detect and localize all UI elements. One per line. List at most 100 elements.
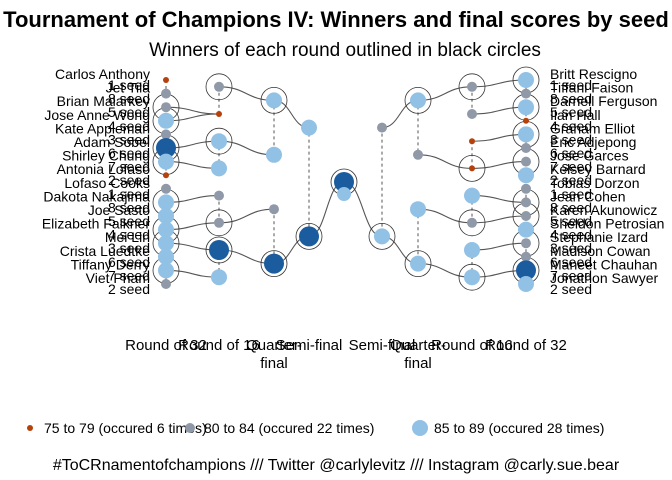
right-r16-winner-ring [458, 154, 486, 182]
chart-title: Tournament of Champions IV: Winners and … [3, 7, 669, 32]
right-r16-winner-ring [458, 263, 486, 291]
right-r32-point [518, 72, 534, 88]
left-contestant-name: Kate Appleman [55, 120, 150, 136]
left-r16-point [211, 269, 227, 286]
right-qf-winner-ring [404, 250, 432, 278]
left-r32-point [158, 235, 174, 252]
left-r32-point [161, 279, 171, 289]
left-contestant-name: Jet Tila [106, 80, 151, 96]
left-r16-point [211, 160, 227, 177]
right-qf-point [413, 149, 423, 160]
right-r16-point [467, 217, 477, 228]
left-r32-point [158, 208, 174, 224]
left-contestant-name: Dakota Nakajima [43, 188, 150, 204]
right-r32-point [521, 238, 531, 249]
left-qf-winner-ring [260, 87, 288, 114]
left-contestant-seed: 3 seed [108, 240, 150, 256]
right-r32-link [471, 215, 527, 224]
left-r32-link [165, 222, 220, 231]
right-r32-point [521, 183, 531, 194]
left-contestant-name: Jose Anne Wong [44, 107, 150, 123]
left-contestant-seed: 5 seed [108, 213, 150, 229]
left-r32-point [158, 221, 174, 238]
left-r32-point [158, 153, 174, 170]
left-contestant-seed: 1 seed [108, 77, 150, 93]
left-contestant-seed: 7 seed [108, 267, 150, 283]
right-r32-point [521, 156, 531, 167]
round-label: Semi-final [349, 337, 416, 354]
right-contestant-name: Jonathon Sawyer [550, 270, 659, 286]
left-sf-point [299, 226, 319, 247]
left-contestant-seed: 4 seed [108, 118, 150, 134]
right-contestant-name: Darnell Ferguson [550, 93, 657, 109]
left-contestant-seed: 7 seed [108, 159, 150, 175]
right-r32-point [521, 251, 531, 262]
left-contestant-name: Mei Lin [105, 229, 150, 245]
left-contestant-seed: 8 seed [108, 199, 150, 215]
right-contestant-name: Tobias Dorzon [550, 175, 640, 191]
right-r32-point [518, 99, 534, 116]
legend-label: 80 to 84 (occured 22 times) [204, 420, 374, 436]
right-r16-point [467, 81, 477, 92]
left-r16-winner-ring [205, 209, 233, 237]
left-contestant-seed: 5 seed [108, 104, 150, 120]
left-contestant-seed: 8 seed [108, 91, 150, 107]
round-label: Round of 16 [431, 337, 513, 354]
right-contestant-seed: 5 seed [550, 104, 592, 120]
right-r16-link [417, 154, 473, 169]
round-label: Round of 32 [485, 337, 567, 354]
left-r32-link [165, 161, 220, 169]
left-r32-point [163, 77, 169, 83]
left-contestant-name: Brian Malarkey [57, 93, 150, 109]
left-contestant-seed: 4 seed [108, 227, 150, 243]
left-contestant-name: Carlos Anthony [55, 66, 150, 82]
right-r32-link [471, 133, 527, 142]
right-r32-point [521, 211, 531, 221]
left-r32-link [165, 195, 220, 203]
right-r16-winner-ring [458, 209, 486, 237]
right-r32-link [471, 79, 527, 88]
right-r32-link [471, 242, 527, 251]
right-contestant-name: Jose Garces [550, 148, 629, 164]
round-label: Round of 16 [178, 337, 260, 354]
right-contestant-seed: 8 seed [550, 91, 592, 107]
right-r32-link [471, 195, 527, 203]
left-r16-winner-ring [205, 236, 233, 264]
left-r16-winner-ring [205, 127, 233, 155]
left-contestant-name: Crista Luedtke [60, 243, 150, 259]
right-r32-point [518, 276, 534, 292]
right-sf-point [377, 122, 387, 133]
right-r32-point [521, 197, 531, 208]
right-contestant-seed: 4 seed [550, 118, 592, 134]
right-contestant-seed: 5 seed [550, 213, 592, 229]
round-label: final [404, 355, 432, 372]
right-contestant-name: Karen Akunowicz [550, 202, 657, 218]
right-contestant-name: Graham Elliot [550, 120, 635, 136]
left-sf-point [301, 119, 317, 136]
right-contestant-name: Kelsey Barnard [550, 161, 646, 177]
left-r16-point [216, 111, 222, 117]
left-sf-winner-ring [295, 222, 323, 250]
left-contestant-name: Joe Sasto [88, 202, 150, 218]
right-qf-point [410, 201, 426, 218]
left-contestant-name: Lofaso Cooks [64, 175, 150, 191]
right-contestant-seed: 2 seed [550, 281, 592, 297]
right-contestant-name: Tiffani Faison [550, 80, 633, 96]
left-r16-link [218, 86, 275, 101]
final-point [334, 172, 354, 192]
right-r16-point [469, 138, 475, 145]
left-qf-point [266, 92, 282, 109]
right-qf-point [410, 92, 426, 109]
legend: 75 to 79 (occured 6 times)80 to 84 (occu… [27, 420, 604, 436]
round-label: Quarter- [246, 337, 302, 354]
left-contestant-seed: 6 seed [108, 254, 150, 270]
right-r32-point [518, 167, 534, 184]
left-r16-point [214, 190, 224, 201]
left-qf-point [269, 204, 279, 215]
right-contestant-seed: 1 seed [550, 77, 592, 93]
right-contestant-name: Britt Rescigno [550, 66, 637, 82]
right-r32-point [521, 143, 531, 153]
right-contestant-name: Sheldon Petrosian [550, 216, 664, 232]
right-r32-point [523, 117, 529, 124]
